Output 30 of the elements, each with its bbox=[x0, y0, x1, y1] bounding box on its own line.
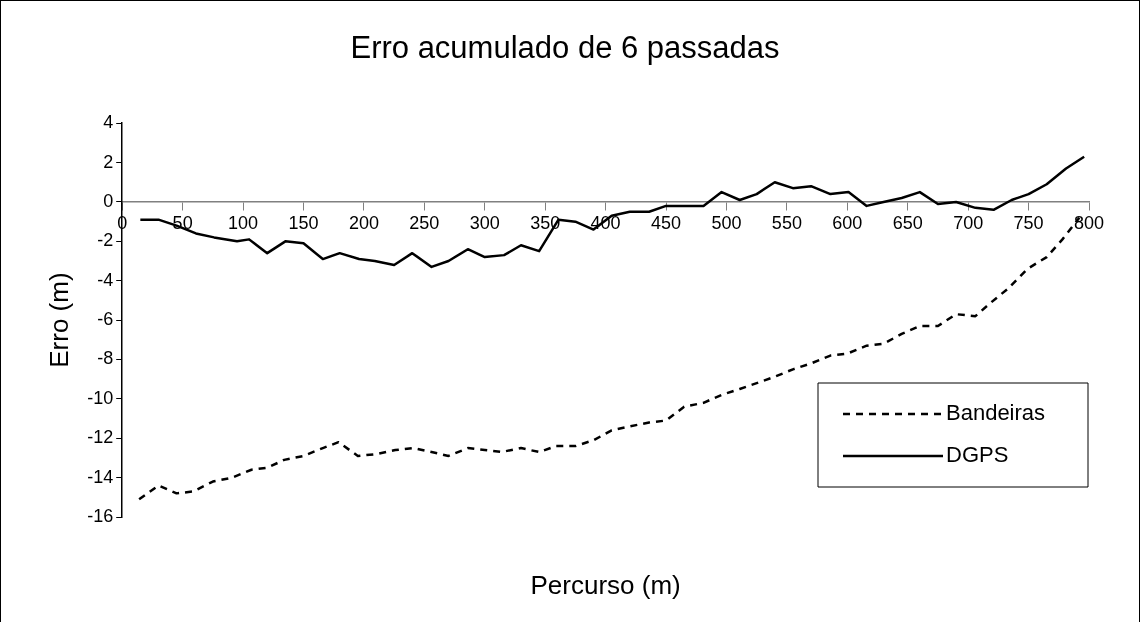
x-tick-label: 650 bbox=[892, 212, 923, 233]
x-tick-label: 700 bbox=[953, 212, 984, 233]
y-tick-label: 0 bbox=[103, 190, 114, 211]
x-tick-label: 250 bbox=[409, 212, 440, 233]
y-tick-label: -4 bbox=[97, 269, 114, 290]
x-tick-label: 750 bbox=[1013, 212, 1044, 233]
y-axis-title: Erro (m) bbox=[43, 272, 74, 368]
x-tick-label: 100 bbox=[228, 212, 259, 233]
legend-label: Bandeiras bbox=[946, 400, 1046, 426]
y-tick-label: -16 bbox=[87, 505, 114, 526]
x-tick-label: 600 bbox=[832, 212, 863, 233]
y-tick-label: -8 bbox=[97, 348, 114, 369]
x-tick-label: 200 bbox=[348, 212, 379, 233]
x-tick-label: 150 bbox=[288, 212, 319, 233]
y-tick-label: -14 bbox=[87, 466, 114, 487]
x-tick-label: 50 bbox=[172, 212, 193, 233]
y-tick-label: 4 bbox=[103, 112, 114, 133]
x-tick-label: 450 bbox=[651, 212, 682, 233]
x-tick-label: 500 bbox=[711, 212, 742, 233]
chart-title: Erro acumulado de 6 passadas bbox=[350, 30, 780, 66]
y-tick-label: -2 bbox=[97, 230, 114, 251]
x-axis-title: Percurso (m) bbox=[530, 570, 681, 601]
x-tick-label: 800 bbox=[1073, 212, 1105, 233]
y-tick-label: -6 bbox=[97, 309, 114, 330]
legend-label: DGPS bbox=[946, 442, 1009, 468]
x-tick-label: 550 bbox=[771, 212, 802, 233]
x-tick-label: 300 bbox=[469, 212, 500, 233]
y-tick-label: -10 bbox=[87, 387, 114, 408]
y-tick-label: 2 bbox=[103, 151, 114, 172]
y-tick-label: -12 bbox=[87, 427, 114, 448]
